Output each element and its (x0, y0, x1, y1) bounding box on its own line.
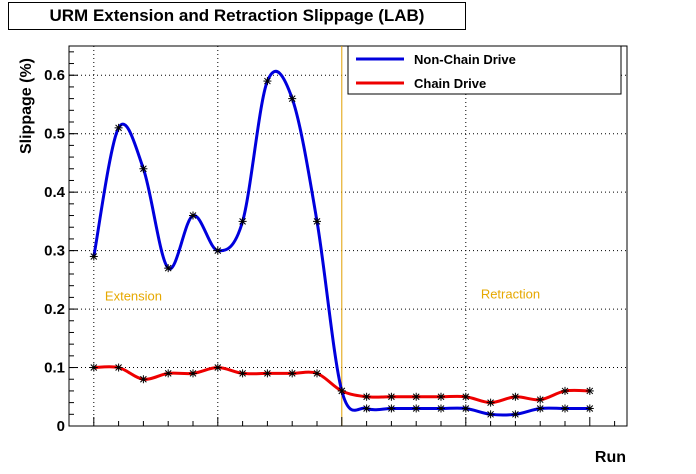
data-point-non-chain-drive (213, 246, 222, 255)
y-axis-title: Slippage (%) (18, 58, 35, 154)
data-point-chain-drive (412, 392, 421, 401)
data-point-non-chain-drive (89, 252, 98, 261)
y-tick-label: 0.4 (44, 184, 66, 201)
data-point-non-chain-drive (238, 217, 247, 226)
y-tick-label: 0.5 (44, 126, 65, 143)
grid (69, 46, 627, 426)
series-layer (89, 69, 594, 419)
data-point-non-chain-drive (561, 404, 569, 413)
data-point-non-chain-drive (412, 404, 421, 413)
data-point-chain-drive (511, 392, 520, 401)
data-point-non-chain-drive (139, 164, 148, 173)
data-point-non-chain-drive (362, 404, 371, 413)
y-tick-label: 0.6 (44, 67, 65, 84)
data-point-non-chain-drive (114, 123, 123, 132)
chart-title: URM Extension and Retraction Slippage (L… (8, 2, 466, 30)
y-tick-label: 0 (57, 418, 65, 435)
y-tick-label: 0.3 (44, 243, 65, 260)
y-tick-label: 0.2 (44, 301, 65, 318)
data-point-non-chain-drive (585, 404, 594, 413)
data-point-chain-drive (114, 363, 123, 372)
data-point-chain-drive (164, 369, 173, 378)
data-point-chain-drive (561, 386, 569, 395)
data-point-chain-drive (536, 395, 545, 404)
data-point-non-chain-drive (313, 217, 321, 226)
data-point-non-chain-drive (511, 410, 520, 419)
data-point-non-chain-drive (486, 410, 495, 419)
legend: Non-Chain Drive Chain Drive (347, 45, 622, 95)
data-point-chain-drive (313, 369, 321, 378)
legend-box (347, 45, 622, 95)
data-point-non-chain-drive (461, 404, 470, 413)
annotation-label: Extension (105, 288, 162, 303)
data-point-chain-drive (337, 386, 346, 395)
data-point-chain-drive (213, 363, 222, 372)
legend-label: Non-Chain Drive (414, 52, 516, 67)
data-point-chain-drive (585, 386, 594, 395)
plot-frame (68, 45, 628, 427)
data-point-chain-drive (288, 369, 297, 378)
data-point-chain-drive (437, 392, 445, 401)
data-point-chain-drive (263, 369, 272, 378)
data-point-non-chain-drive (536, 404, 545, 413)
data-point-chain-drive (461, 392, 470, 401)
data-point-non-chain-drive (437, 404, 445, 413)
data-point-chain-drive (139, 375, 148, 384)
data-point-chain-drive (189, 369, 197, 378)
y-tick-label: 0.1 (44, 360, 65, 377)
annotation-label: Retraction (481, 287, 540, 302)
data-point-chain-drive (387, 392, 396, 401)
x-axis-title: Run (595, 449, 626, 466)
data-point-chain-drive (89, 363, 98, 372)
data-point-non-chain-drive (164, 264, 173, 273)
data-point-non-chain-drive (387, 404, 396, 413)
annotation-layer: Extension Retraction (105, 287, 540, 304)
data-point-non-chain-drive (263, 77, 272, 86)
axes: 0 0.1 0.2 0.3 0.4 0.5 0.6 (44, 51, 616, 435)
data-point-chain-drive (238, 369, 247, 378)
data-point-non-chain-drive (189, 211, 197, 220)
legend-label: Chain Drive (414, 76, 486, 91)
data-point-chain-drive (486, 398, 495, 407)
data-point-chain-drive (362, 392, 371, 401)
data-point-non-chain-drive (288, 94, 297, 103)
